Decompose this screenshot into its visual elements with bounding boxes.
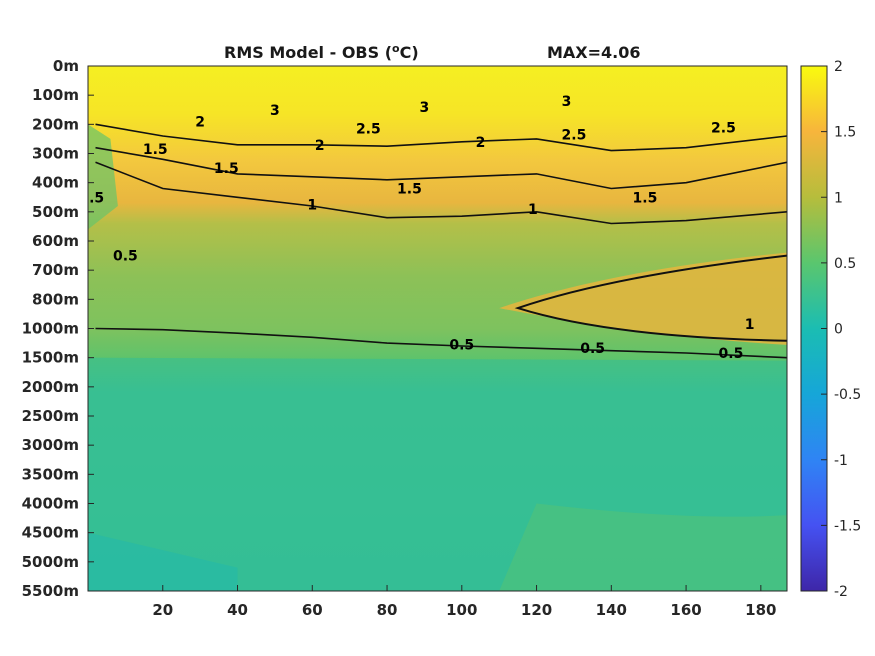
x-tick-label: 80: [377, 601, 398, 619]
contour-label: 0.5: [580, 341, 605, 357]
y-tick-label: 3500m: [22, 465, 79, 483]
contour-lines: [95, 123, 787, 359]
field-patch: [499, 252, 787, 345]
colorbar-tick-label: 0: [834, 322, 843, 338]
contour-label: 1.5: [633, 190, 658, 206]
contour-label: 3: [562, 94, 572, 110]
y-tick-label: 2500m: [22, 407, 79, 425]
y-tick-label: 4000m: [22, 495, 79, 513]
contour-label: 1: [745, 317, 755, 333]
y-axis: 0m 100m 200m 300m 400m 500m 600m 700m 800m 1000m 1…: [22, 57, 94, 600]
contour-label: 2.5: [711, 120, 736, 136]
x-tick-label: 120: [521, 601, 552, 619]
contour-label: 1.5: [143, 142, 168, 158]
x-tick-label: 100: [446, 601, 477, 619]
y-tick-label: 2000m: [22, 378, 79, 396]
y-tick-label: 800m: [32, 290, 79, 308]
contour-label: 2: [476, 135, 486, 151]
y-tick-label: 4500m: [22, 524, 79, 542]
y-tick-label: 0m: [53, 57, 79, 75]
contour-label: 0.5: [79, 190, 104, 206]
contour-1.5: [95, 146, 787, 190]
y-tick-label: 100m: [32, 86, 79, 104]
y-tick-label: 5000m: [22, 553, 79, 571]
y-tick-label: 3000m: [22, 436, 79, 454]
contour-label: 2: [315, 138, 325, 154]
y-tick-label: 200m: [32, 115, 79, 133]
colorbar-tick-label: 2: [834, 59, 843, 75]
y-tick-label: 600m: [32, 232, 79, 250]
y-tick-label: 300m: [32, 145, 79, 163]
field-patch: [499, 503, 787, 591]
y-tick-label: 500m: [32, 203, 79, 221]
field-patch: [88, 532, 238, 591]
contour-2: [95, 123, 787, 152]
colorbar-ticks: 2 1.5 1 0.5 0 -0.5 -1 -1.5 -2: [821, 59, 861, 600]
x-tick-label: 60: [302, 601, 323, 619]
x-tick-label: 40: [227, 601, 248, 619]
x-axis: 20 40 60 80 100 120 140 160 180: [152, 585, 776, 619]
x-tick-label: 140: [596, 601, 627, 619]
contour-label: 1: [528, 202, 538, 218]
colorbar-tick-label: 1: [834, 190, 843, 206]
colorbar-tick-label: -2: [834, 584, 848, 600]
contour-label: 1.5: [397, 182, 422, 198]
x-tick-label: 160: [670, 601, 701, 619]
contour-label: 3: [270, 103, 280, 119]
x-tick-label: 180: [745, 601, 776, 619]
contour-labels: 3 3 32.5 2.5 2.522 21.51.51.51.51 110.50.50.5 0…: [79, 94, 755, 362]
max-label: MAX=4.06: [547, 43, 641, 62]
contour-label: 0.5: [719, 346, 744, 362]
contour-label: 0.5: [449, 337, 474, 353]
x-tick-label: 20: [152, 601, 173, 619]
contour-label: 1: [307, 198, 317, 214]
contour-label: 2.5: [356, 122, 381, 138]
contour-0.5: [95, 327, 787, 359]
contour-label: 0.5: [113, 249, 138, 265]
heatmap-field: 3 3 32.5 2.5 2.522 21.51.51.51.51 110.50.50.5 0…: [79, 66, 787, 591]
contour-label: 1.5: [214, 161, 239, 177]
colorbar-tick-label: 1.5: [834, 125, 856, 141]
y-tick-label: 5500m: [22, 582, 79, 600]
y-tick-label: 400m: [32, 174, 79, 192]
colorbar-tick-label: -0.5: [834, 387, 861, 403]
contour-label: 3: [420, 100, 430, 116]
contour-label: 2.5: [562, 128, 587, 144]
y-tick-label: 700m: [32, 261, 79, 279]
colorbar-tick-label: -1: [834, 453, 848, 469]
chart-title: RMS Model - OBS (oC): [224, 42, 419, 62]
y-tick-label: 1500m: [22, 349, 79, 367]
colorbar-tick-label: -1.5: [834, 518, 861, 534]
contour-1: [95, 161, 787, 225]
colorbar-tick-label: 0.5: [834, 256, 856, 272]
field-patches: [88, 124, 787, 591]
y-tick-label: 1000m: [22, 320, 79, 338]
contour-label: 2: [195, 114, 205, 130]
contour-1-lobe: [514, 254, 787, 342]
